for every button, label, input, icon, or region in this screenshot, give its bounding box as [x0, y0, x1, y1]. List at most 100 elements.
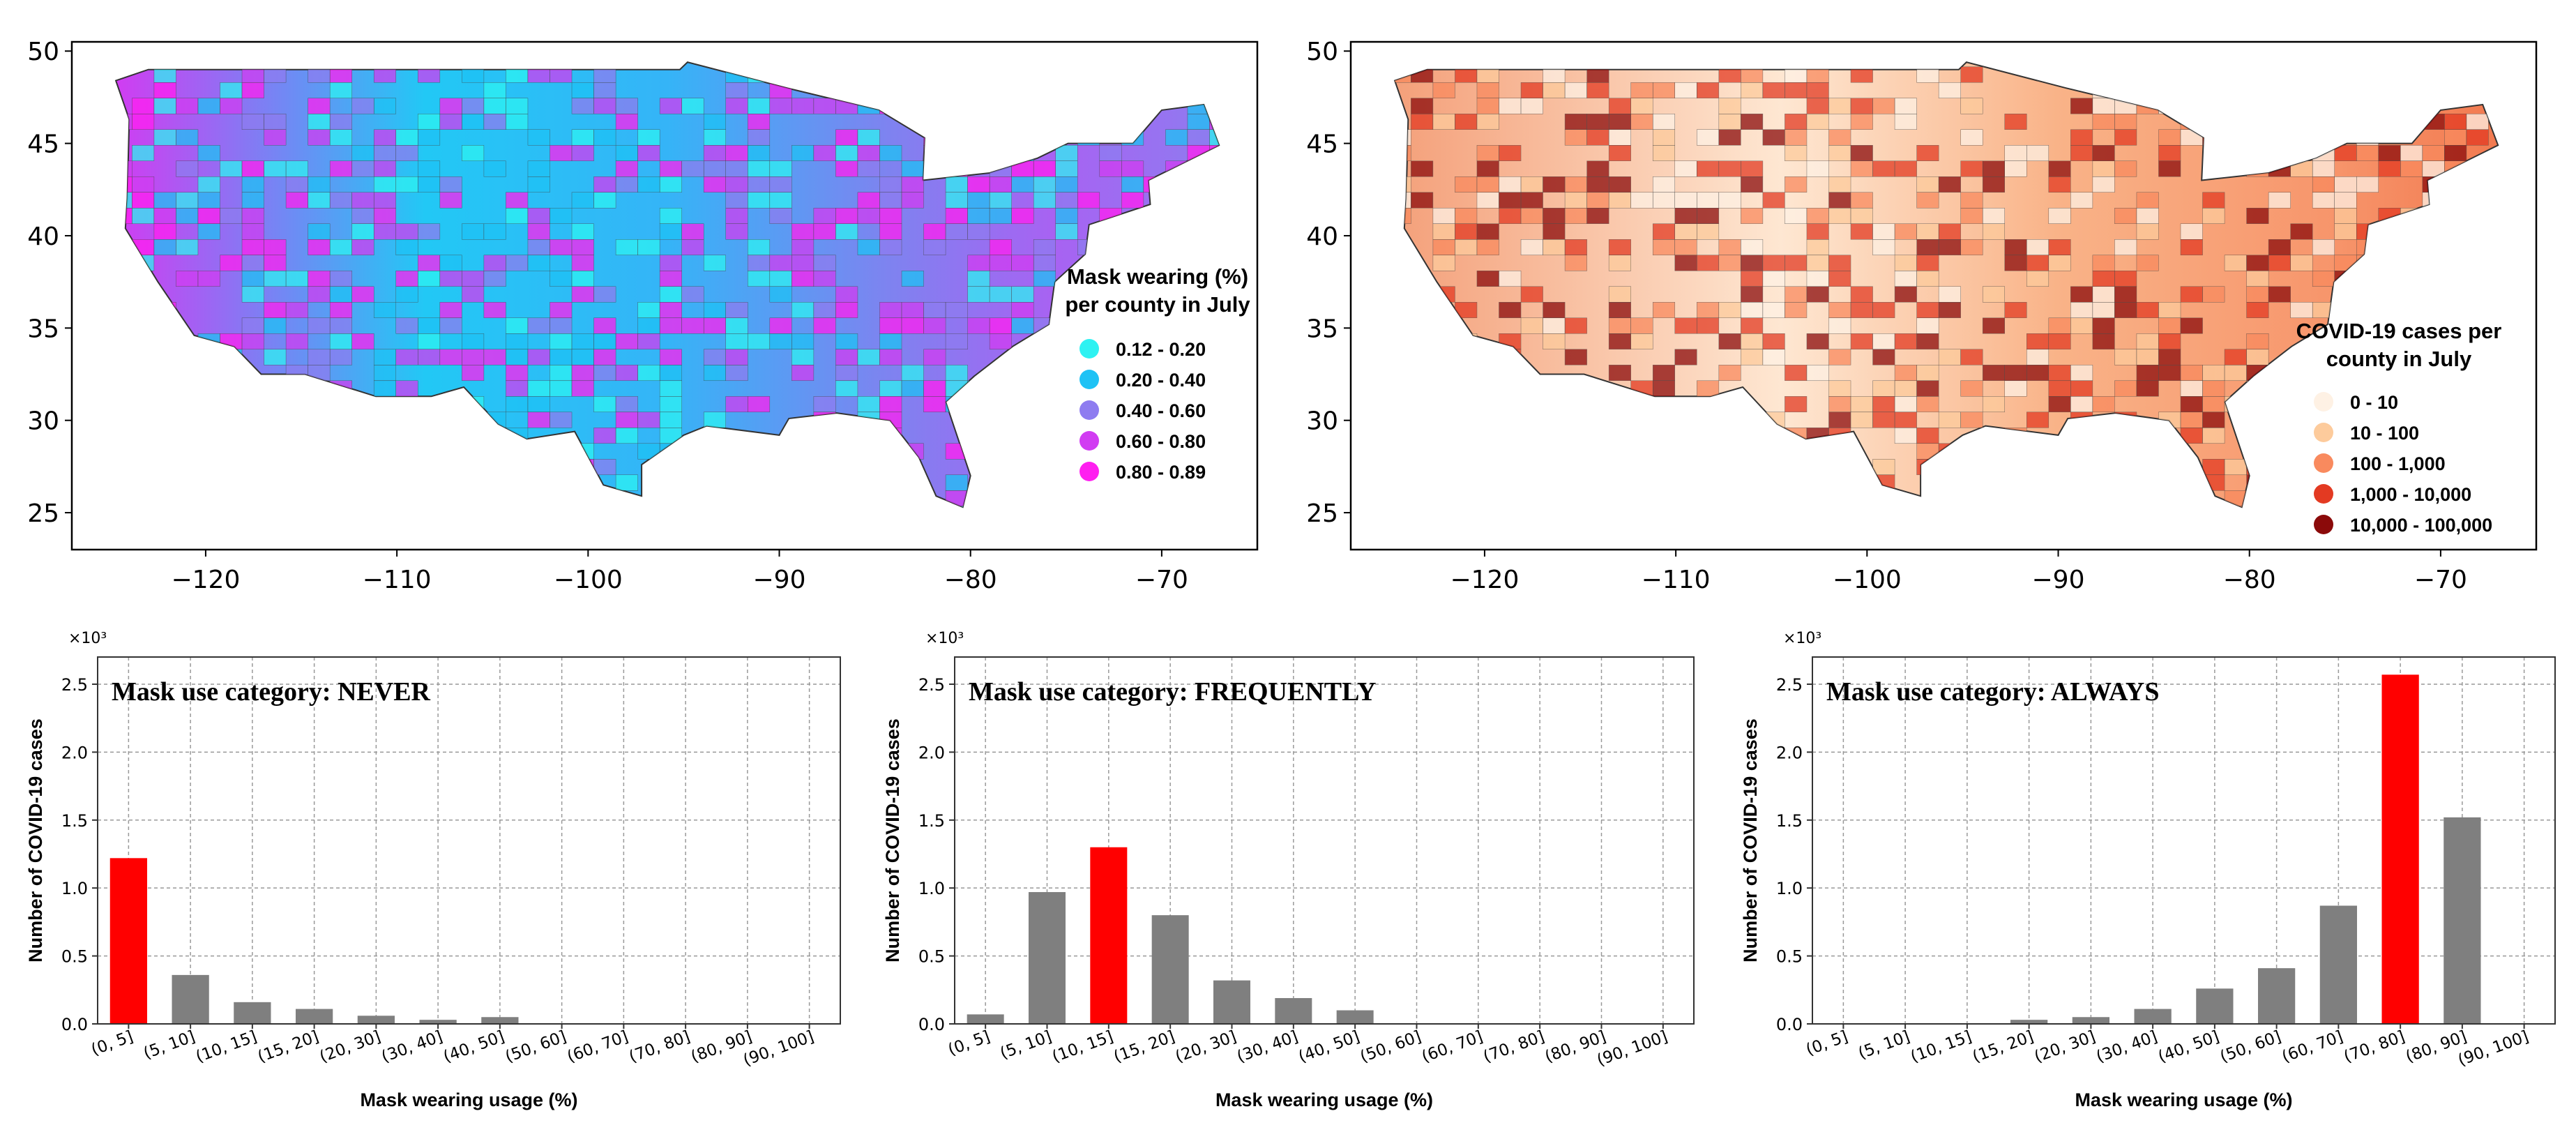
county-cell: [813, 208, 836, 225]
county-cell: [1938, 302, 1961, 319]
county-cell: [593, 98, 616, 114]
county-cell: [1806, 82, 1829, 98]
county-cell: [637, 365, 660, 382]
county-cell: [1697, 160, 1720, 177]
county-cell: [2092, 144, 2115, 161]
county-cell: [308, 349, 331, 365]
county-cell: [220, 160, 243, 177]
county-cell: [1499, 176, 1522, 193]
county-cell: [725, 223, 748, 240]
x-tick-label: (90, 100]: [2455, 1027, 2531, 1070]
county-cell: [2224, 349, 2247, 365]
county-cell: [241, 271, 264, 287]
county-cell: [308, 317, 331, 334]
county-cell: [835, 333, 858, 350]
county-cell: [615, 113, 638, 130]
y-tick-label: 50: [27, 38, 59, 66]
county-cell: [1785, 255, 1808, 271]
bar: [2444, 817, 2481, 1024]
county-cell: [2004, 239, 2027, 256]
county-cell: [527, 412, 550, 428]
county-cell: [2180, 365, 2203, 382]
county-cell: [2180, 239, 2203, 256]
county-cell: [439, 176, 462, 193]
county-cell: [2136, 302, 2159, 319]
county-cell: [1762, 302, 1785, 319]
county-cell: [1499, 271, 1522, 287]
county-cell: [506, 396, 529, 413]
county-cell: [329, 271, 352, 287]
county-cell: [373, 302, 397, 319]
county-cell: [153, 192, 176, 209]
county-cell: [1806, 255, 1829, 271]
county-cell: [769, 317, 792, 334]
county-cell: [2202, 365, 2225, 382]
county-cell: [1916, 302, 1939, 319]
county-cell: [439, 317, 462, 334]
county-cell: [285, 271, 308, 287]
x-tick-label: (30, 40]: [379, 1027, 446, 1066]
county-cell: [1499, 98, 1522, 114]
county-cell: [593, 333, 616, 350]
county-cell: [439, 302, 462, 319]
county-cell: [220, 255, 243, 271]
y-multiplier: ×10³: [1783, 630, 1821, 647]
county-cell: [725, 396, 748, 413]
county-cell: [1630, 82, 1653, 98]
county-cell: [241, 255, 264, 271]
county-cell: [1586, 160, 1609, 177]
county-cell: [527, 223, 550, 240]
county-cell: [593, 192, 616, 209]
county-cell: [483, 349, 506, 365]
county-cell: [2136, 333, 2159, 350]
legend-swatch: [1079, 431, 1099, 451]
county-cell: [1564, 192, 1587, 209]
county-cell: [571, 192, 594, 209]
county-cell: [153, 129, 176, 146]
y-tick-label: 30: [1306, 407, 1338, 436]
y-tick-label: 0.0: [1776, 1015, 1803, 1034]
county-cell: [1872, 412, 1895, 428]
county-cell: [1718, 255, 1741, 271]
county-cell: [1828, 396, 1851, 413]
x-tick-label: (50, 60]: [503, 1027, 569, 1066]
county-cell: [506, 98, 529, 114]
county-cell: [1916, 380, 1939, 397]
county-cell: [835, 286, 858, 303]
county-cell: [1011, 302, 1034, 319]
county-cell: [593, 365, 616, 382]
county-cell: [2026, 255, 2050, 271]
county-cell: [1741, 302, 1764, 319]
county-cell: [329, 302, 352, 319]
county-cell: [1828, 380, 1851, 397]
county-cell: [197, 271, 220, 287]
county-cell: [681, 223, 704, 240]
county-cell: [1718, 98, 1741, 114]
county-cell: [439, 98, 462, 114]
county-cell: [308, 176, 331, 193]
county-cell: [2070, 380, 2093, 397]
county-cell: [1476, 98, 1499, 114]
county-cell: [1520, 208, 1543, 225]
bar: [2010, 1020, 2048, 1024]
county-cell: [593, 396, 616, 413]
county-cell: [659, 160, 682, 177]
county-cell: [923, 396, 946, 413]
county-cell: [659, 365, 682, 382]
county-cell: [593, 286, 616, 303]
county-cell: [2092, 255, 2115, 271]
county-cell: [1033, 160, 1056, 177]
county-cell: [725, 317, 748, 334]
county-cell: [2180, 380, 2203, 397]
county-cell: [1608, 144, 1631, 161]
county-cell: [2070, 365, 2093, 382]
county-cell: [725, 333, 748, 350]
county-cell: [1033, 255, 1056, 271]
county-cell: [593, 459, 616, 476]
county-cell: [527, 349, 550, 365]
county-cell: [1476, 144, 1499, 161]
county-cell: [329, 129, 352, 146]
county-cell: [901, 192, 924, 209]
county-cell: [1850, 192, 1873, 209]
county-cell: [1055, 192, 1078, 209]
